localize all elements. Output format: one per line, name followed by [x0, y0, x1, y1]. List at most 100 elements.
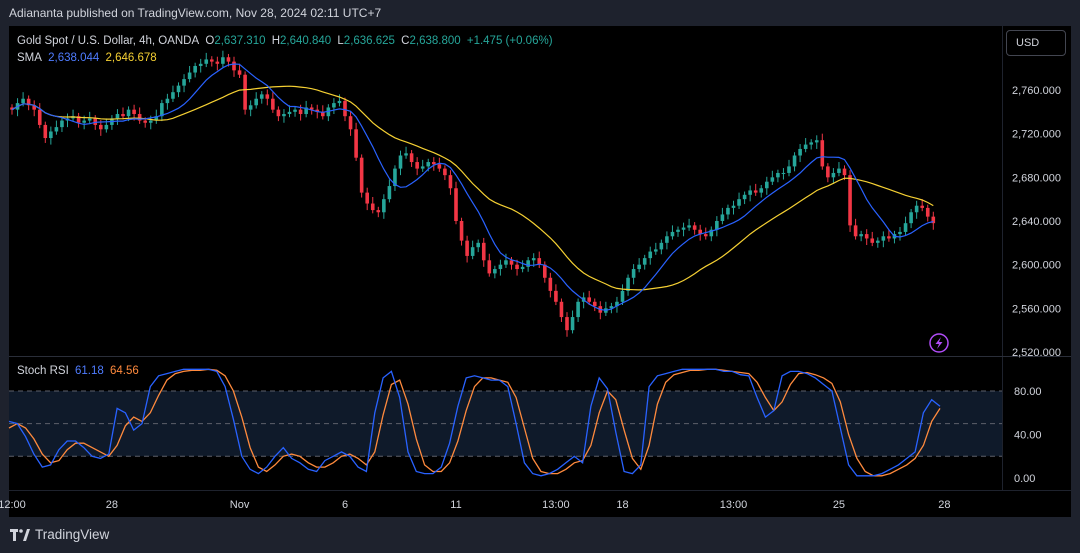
- candle-body: [282, 114, 286, 117]
- candle-body: [887, 236, 891, 239]
- price-tick-label: 2,760.000: [1012, 85, 1061, 97]
- candle-body: [10, 107, 14, 110]
- candle-body: [415, 162, 419, 169]
- candles-group: [10, 50, 936, 337]
- candle-body: [198, 63, 203, 66]
- candle-body: [176, 85, 181, 93]
- symbol-title[interactable]: Gold Spot / U.S. Dollar, 4h, OANDA: [17, 35, 200, 47]
- candle-body: [87, 118, 92, 121]
- candle-body: [531, 258, 536, 261]
- candle-body: [343, 100, 347, 117]
- candle-body: [32, 105, 36, 110]
- candle-body: [465, 240, 469, 256]
- stoch-legend[interactable]: Stoch RSI 61.18 64.56: [17, 365, 142, 377]
- candle-body: [454, 188, 458, 221]
- candle-body: [126, 109, 131, 117]
- candle-body: [187, 72, 192, 80]
- candle-body: [409, 153, 414, 163]
- low-label: L: [337, 35, 344, 47]
- candle-body: [931, 216, 936, 224]
- time-tick-label: 13:00: [542, 499, 570, 511]
- candle-body: [287, 111, 292, 115]
- candle-body: [787, 166, 791, 173]
- stoch-tick-label: 80.00: [1014, 386, 1042, 398]
- lightning-icon-ring: [929, 333, 949, 353]
- price-tick-label: 2,640.000: [1012, 216, 1061, 228]
- candle-body: [731, 205, 736, 208]
- price-axis-panel[interactable]: [1003, 26, 1071, 490]
- candle-body: [859, 234, 863, 237]
- candle-body: [842, 168, 847, 176]
- candle-body: [132, 109, 136, 115]
- currency-button[interactable]: USD: [1006, 30, 1066, 56]
- price-tick-label: 2,560.000: [1012, 303, 1061, 315]
- time-tick-label: 13:00: [720, 499, 748, 511]
- candle-body: [315, 109, 320, 112]
- candle-body: [670, 231, 675, 237]
- candle-body: [226, 57, 231, 62]
- price-tick-label: 2,680.000: [1012, 172, 1061, 184]
- candle-body: [792, 155, 797, 167]
- candle-body: [565, 317, 569, 331]
- candle-body: [637, 264, 641, 270]
- time-tick-label: 25: [833, 499, 845, 511]
- candle-body: [37, 109, 42, 125]
- candle-body: [43, 124, 48, 139]
- candle-body: [382, 199, 386, 213]
- candle-body: [537, 258, 542, 265]
- candle-body: [687, 225, 691, 228]
- candle-body: [720, 214, 725, 221]
- lightning-icon-bolt: [935, 337, 943, 349]
- candle-body: [498, 264, 503, 270]
- candle-body: [276, 109, 281, 117]
- candle-body: [160, 103, 164, 117]
- candle-body: [470, 247, 475, 256]
- candle-body: [864, 234, 869, 239]
- published-header: Adiananta published on TradingView.com, …: [9, 6, 382, 20]
- time-tick-label: 28: [106, 499, 118, 511]
- candle-body: [332, 103, 336, 108]
- candle-body: [809, 142, 813, 145]
- candle-body: [254, 98, 258, 106]
- time-tick-label: 28: [938, 499, 950, 511]
- candle-body: [487, 260, 492, 274]
- candle-body: [798, 148, 802, 156]
- candle-body: [698, 229, 702, 235]
- time-axis-panel[interactable]: [9, 491, 1071, 517]
- candle-body: [648, 251, 653, 259]
- candle-body: [765, 181, 769, 189]
- open-value: 2,637.310: [214, 35, 266, 47]
- candle-body: [831, 172, 836, 178]
- candle-body: [570, 317, 575, 331]
- brand[interactable]: TradingView: [10, 527, 109, 542]
- candle-body: [587, 297, 591, 302]
- change-value: +1.475 (+0.06%): [466, 35, 553, 47]
- candle-body: [781, 172, 786, 174]
- candle-body: [820, 140, 825, 167]
- candle-body: [870, 238, 875, 243]
- stoch-tick-label: 40.00: [1014, 430, 1042, 442]
- candle-body: [520, 266, 525, 270]
- candle-body: [592, 301, 597, 307]
- candle-body: [298, 109, 303, 115]
- candle-body: [93, 118, 98, 125]
- candle-body: [776, 172, 780, 178]
- candle-body: [715, 221, 719, 230]
- candle-body: [293, 109, 297, 112]
- candle-body: [337, 100, 342, 104]
- candle-body: [826, 166, 830, 178]
- candle-body: [665, 236, 669, 243]
- stoch-tick-label: 0.00: [1014, 473, 1035, 485]
- candle-body: [271, 98, 275, 110]
- price-tick-label: 2,720.000: [1012, 129, 1061, 141]
- candle-body: [265, 94, 270, 99]
- candle-body: [737, 199, 741, 206]
- sma-legend[interactable]: SMA 2,638.044 2,646.678: [17, 52, 160, 64]
- high-value: 2,640.840: [280, 35, 332, 47]
- candle-body: [543, 264, 547, 278]
- candle-body: [121, 114, 125, 117]
- candle-body: [443, 168, 447, 176]
- candle-body: [881, 236, 886, 241]
- candle-body: [398, 155, 403, 169]
